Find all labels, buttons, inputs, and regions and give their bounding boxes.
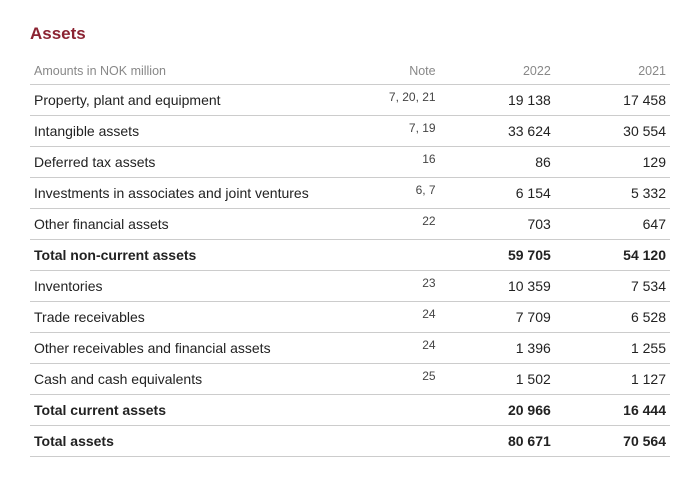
cell-label: Trade receivables (30, 302, 350, 333)
cell-label: Other financial assets (30, 209, 350, 240)
cell-label: Investments in associates and joint vent… (30, 178, 350, 209)
cell-label: Other receivables and financial assets (30, 333, 350, 364)
cell-y1: 33 624 (440, 116, 555, 147)
cell-y2: 129 (555, 147, 670, 178)
assets-table: Amounts in NOK million Note 2022 2021 Pr… (30, 58, 670, 457)
section-title: Assets (30, 24, 670, 44)
cell-y2: 17 458 (555, 85, 670, 116)
cell-label: Intangible assets (30, 116, 350, 147)
table-body: Property, plant and equipment7, 20, 2119… (30, 85, 670, 457)
table-row: Total non-current assets 59 70554 120 (30, 240, 670, 271)
header-year-2: 2021 (555, 58, 670, 85)
cell-y1: 80 671 (440, 426, 555, 457)
cell-note: 24 (350, 302, 440, 333)
table-row: Total assets 80 67170 564 (30, 426, 670, 457)
table-row: Deferred tax assets1686129 (30, 147, 670, 178)
cell-y1: 86 (440, 147, 555, 178)
cell-note: 6, 7 (350, 178, 440, 209)
cell-note (350, 426, 440, 457)
cell-y1: 6 154 (440, 178, 555, 209)
cell-note: 22 (350, 209, 440, 240)
cell-note: 24 (350, 333, 440, 364)
cell-note (350, 395, 440, 426)
table-row: Cash and cash equivalents251 5021 127 (30, 364, 670, 395)
cell-y1: 703 (440, 209, 555, 240)
table-row: Total current assets 20 96616 444 (30, 395, 670, 426)
table-row: Intangible assets7, 1933 62430 554 (30, 116, 670, 147)
cell-y2: 30 554 (555, 116, 670, 147)
cell-label: Cash and cash equivalents (30, 364, 350, 395)
cell-label: Total assets (30, 426, 350, 457)
cell-y2: 1 127 (555, 364, 670, 395)
cell-y2: 6 528 (555, 302, 670, 333)
cell-y2: 16 444 (555, 395, 670, 426)
cell-y2: 7 534 (555, 271, 670, 302)
cell-y2: 70 564 (555, 426, 670, 457)
table-row: Property, plant and equipment7, 20, 2119… (30, 85, 670, 116)
table-row: Trade receivables247 7096 528 (30, 302, 670, 333)
cell-label: Property, plant and equipment (30, 85, 350, 116)
table-row: Other financial assets22703647 (30, 209, 670, 240)
cell-note: 7, 19 (350, 116, 440, 147)
header-year-1: 2022 (440, 58, 555, 85)
cell-label: Total non-current assets (30, 240, 350, 271)
cell-label: Deferred tax assets (30, 147, 350, 178)
table-row: Other receivables and financial assets24… (30, 333, 670, 364)
header-label: Amounts in NOK million (30, 58, 350, 85)
cell-label: Inventories (30, 271, 350, 302)
cell-y1: 7 709 (440, 302, 555, 333)
cell-y1: 20 966 (440, 395, 555, 426)
cell-y1: 1 396 (440, 333, 555, 364)
cell-note: 7, 20, 21 (350, 85, 440, 116)
table-row: Investments in associates and joint vent… (30, 178, 670, 209)
cell-y1: 10 359 (440, 271, 555, 302)
cell-y2: 54 120 (555, 240, 670, 271)
cell-note: 23 (350, 271, 440, 302)
cell-y2: 647 (555, 209, 670, 240)
cell-y1: 59 705 (440, 240, 555, 271)
cell-note (350, 240, 440, 271)
header-note: Note (350, 58, 440, 85)
cell-y1: 19 138 (440, 85, 555, 116)
table-row: Inventories2310 3597 534 (30, 271, 670, 302)
cell-note: 16 (350, 147, 440, 178)
cell-y1: 1 502 (440, 364, 555, 395)
table-header-row: Amounts in NOK million Note 2022 2021 (30, 58, 670, 85)
cell-y2: 5 332 (555, 178, 670, 209)
cell-label: Total current assets (30, 395, 350, 426)
cell-note: 25 (350, 364, 440, 395)
cell-y2: 1 255 (555, 333, 670, 364)
